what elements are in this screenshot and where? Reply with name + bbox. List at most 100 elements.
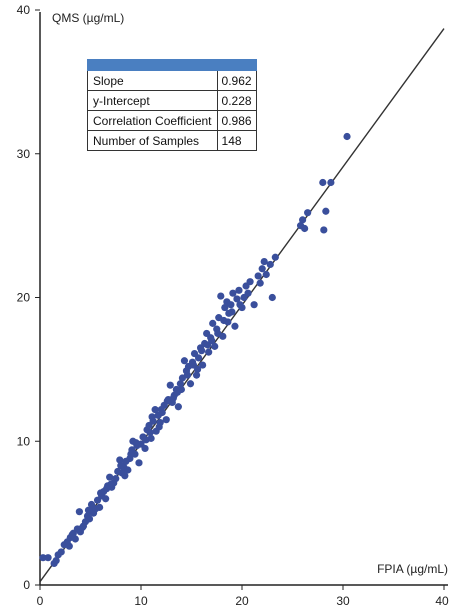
data-point [162,416,170,424]
stats-value: 0.228 [216,90,257,111]
y-tick-label: 10 [17,434,31,448]
stats-label: y-Intercept [87,90,218,111]
data-point [102,495,110,503]
data-point [52,556,60,565]
stats-label: Correlation Coefficient [87,110,218,131]
data-point [260,257,268,266]
data-point [173,388,181,396]
stats-value: 148 [216,130,257,151]
data-point [256,279,264,287]
data-point [192,371,201,379]
data-point [85,515,94,523]
data-point [127,450,135,458]
stats-label: Number of Samples [87,130,218,151]
data-point [301,224,309,233]
data-point [39,554,47,562]
data-point [250,301,258,309]
data-point [163,397,171,405]
data-point [205,348,213,356]
data-point [304,209,312,217]
data-point [180,357,189,365]
data-point [198,347,206,355]
regression-stats-table: Slope 0.962 y-Intercept 0.228 Correlation Co… [87,59,257,151]
data-point [228,308,236,316]
stats-table-header [87,59,257,71]
data-point [186,380,195,388]
y-axis-title: QMS (µg/mL) [52,11,124,25]
data-point [112,475,120,483]
data-point [117,462,125,470]
data-point [121,472,129,480]
y-tick-label: 40 [17,3,31,17]
data-point [146,429,154,437]
data-point [235,286,243,294]
data-point [57,548,65,556]
data-point [141,444,149,453]
data-point [258,265,266,273]
data-point [271,253,279,261]
stats-value: 0.986 [216,110,257,131]
axis-ticks: 0 10 20 30 40 0 10 20 30 40 [17,3,449,608]
data-point [227,301,235,309]
y-tick-label: 0 [23,578,30,592]
data-point [176,380,184,388]
data-point [183,371,192,379]
data-point [236,301,244,309]
stats-row: y-Intercept 0.228 [87,90,257,111]
data-point [95,503,104,511]
data-point [106,473,114,481]
data-point [97,489,105,497]
data-point [68,531,76,539]
data-point [148,413,156,421]
data-point [343,132,351,141]
stats-row: Number of Samples 148 [87,130,257,151]
data-point [229,289,237,297]
x-tick-label: 40 [435,594,449,608]
data-point [189,361,198,369]
stats-value: 0.962 [216,70,257,91]
data-point [174,403,182,411]
stats-row: Slope 0.962 [87,70,257,91]
data-point [199,361,207,369]
data-point [142,436,150,444]
x-tick-label: 0 [37,594,44,608]
data-point [246,278,254,286]
y-tick-label: 20 [17,291,31,305]
x-tick-label: 20 [235,594,249,608]
data-point [319,178,327,187]
data-point [116,456,124,464]
stats-row: Correlation Coefficient 0.986 [87,110,257,131]
data-point [157,406,165,414]
data-point [244,289,252,297]
data-point [299,216,307,224]
data-point [124,466,132,474]
stats-label: Slope [87,70,218,91]
data-point [44,554,52,562]
x-tick-label: 10 [134,594,148,608]
data-point [254,272,262,280]
data-point [65,542,73,550]
data-point [211,342,219,350]
y-tick-label: 30 [17,147,31,161]
data-point [151,406,159,414]
data-point [132,439,140,447]
data-point [231,322,239,330]
data-point [268,293,276,302]
data-point [78,523,87,532]
data-point [166,381,174,389]
data-point [262,270,270,279]
data-points [39,132,351,568]
data-point [84,506,93,514]
data-point [169,394,177,402]
data-point [266,260,274,269]
data-point [224,318,232,326]
data-point [233,295,241,303]
x-tick-label: 30 [336,594,350,608]
data-point [327,178,335,187]
data-point [204,341,212,349]
data-point [209,319,217,327]
data-point [221,303,229,312]
data-point [322,207,330,215]
data-point [194,354,203,362]
